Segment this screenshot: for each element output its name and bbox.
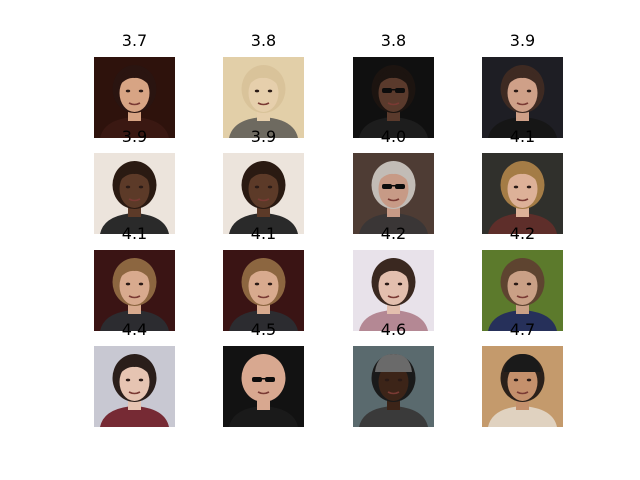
face-panel: 3.7	[94, 31, 175, 138]
face-panel: 4.1	[482, 127, 563, 234]
score-label: 4.2	[509, 224, 536, 243]
face-image	[94, 57, 175, 138]
score-label: 4.2	[380, 224, 407, 243]
face-panel: 3.8	[223, 31, 304, 138]
score-label: 4.1	[509, 127, 536, 146]
face-image	[482, 153, 563, 234]
score-label: 4.5	[250, 320, 277, 339]
face-panel: 4.5	[223, 320, 304, 427]
score-label: 3.8	[250, 31, 277, 50]
face-panel: 3.9	[223, 127, 304, 234]
face-panel: 3.9	[94, 127, 175, 234]
face-panel: 4.2	[482, 224, 563, 331]
face-image	[94, 346, 175, 427]
face-image	[353, 57, 434, 138]
face-panel: 4.1	[223, 224, 304, 331]
face-image	[482, 346, 563, 427]
score-label: 3.9	[509, 31, 536, 50]
score-label: 3.7	[121, 31, 148, 50]
face-image	[94, 250, 175, 331]
face-panel: 4.6	[353, 320, 434, 427]
score-label: 3.8	[380, 31, 407, 50]
score-label: 4.1	[121, 224, 148, 243]
score-label: 4.7	[509, 320, 536, 339]
score-label: 3.9	[250, 127, 277, 146]
face-panel: 4.2	[353, 224, 434, 331]
face-panel: 3.9	[482, 31, 563, 138]
score-label: 4.4	[121, 320, 148, 339]
face-panel: 4.0	[353, 127, 434, 234]
score-label: 4.1	[250, 224, 277, 243]
score-label: 4.6	[380, 320, 407, 339]
face-image	[223, 153, 304, 234]
face-image	[482, 250, 563, 331]
face-image	[223, 57, 304, 138]
face-image	[223, 346, 304, 427]
face-panel: 4.1	[94, 224, 175, 331]
face-image	[94, 153, 175, 234]
face-image	[353, 346, 434, 427]
face-image	[482, 57, 563, 138]
face-panel: 4.7	[482, 320, 563, 427]
face-image	[353, 153, 434, 234]
score-label: 3.9	[121, 127, 148, 146]
face-panel: 3.8	[353, 31, 434, 138]
face-image	[223, 250, 304, 331]
score-label: 4.0	[380, 127, 407, 146]
face-panel: 4.4	[94, 320, 175, 427]
face-image	[353, 250, 434, 331]
